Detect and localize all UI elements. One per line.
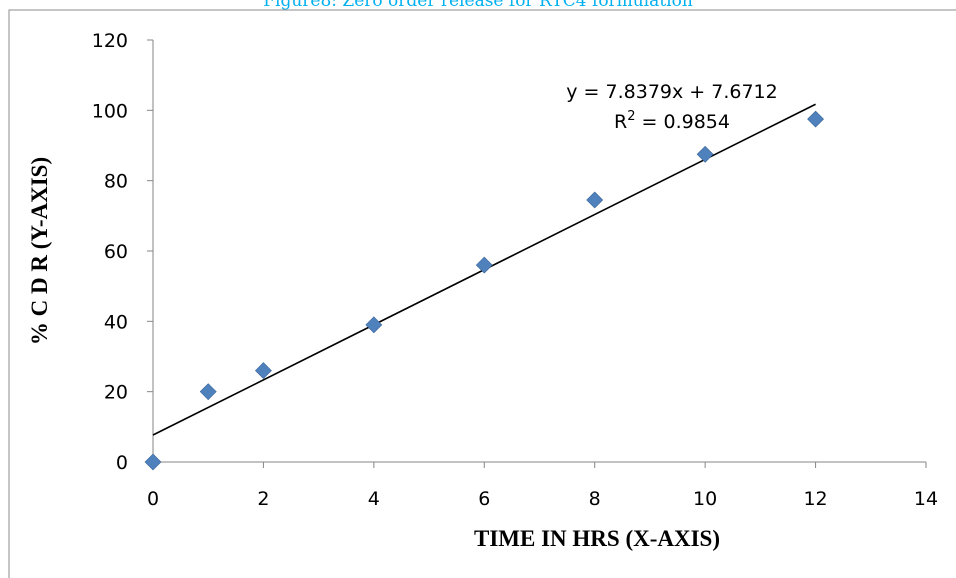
x-axis-title: TIME IN HRS (X-AXIS) bbox=[474, 526, 720, 551]
y-tick-label: 20 bbox=[104, 382, 128, 404]
data-point bbox=[199, 383, 217, 401]
x-tick-label: 4 bbox=[368, 488, 380, 510]
x-tick-label: 10 bbox=[693, 488, 717, 510]
y-tick-label: 0 bbox=[116, 452, 128, 474]
y-axis-ticks: 0 20 40 60 80 100 120 bbox=[92, 30, 153, 474]
data-point bbox=[807, 110, 824, 128]
data-point bbox=[144, 453, 162, 471]
data-points bbox=[144, 110, 824, 471]
x-tick-label: 0 bbox=[147, 488, 159, 510]
x-tick-label: 2 bbox=[257, 488, 269, 510]
y-tick-label: 60 bbox=[104, 241, 128, 263]
y-tick-label: 100 bbox=[92, 100, 128, 122]
r-squared-superscript: 2 bbox=[627, 109, 635, 124]
data-point bbox=[365, 316, 383, 334]
x-tick-label: 6 bbox=[478, 488, 490, 510]
y-tick-label: 120 bbox=[92, 30, 128, 52]
data-point bbox=[255, 362, 272, 379]
trendline-equation: y = 7.8379x + 7.6712 bbox=[566, 81, 777, 103]
data-point bbox=[475, 256, 493, 274]
x-tick-label: 12 bbox=[803, 488, 827, 510]
chart-title: Figure8: Zero order release for RTC4 for… bbox=[263, 0, 693, 11]
y-axis-title: % C D R (Y-AXIS) bbox=[27, 157, 52, 345]
y-tick-label: 80 bbox=[104, 171, 128, 193]
y-tick-label: 40 bbox=[104, 311, 128, 333]
x-tick-label: 8 bbox=[589, 488, 601, 510]
data-point bbox=[586, 191, 604, 209]
x-tick-label: 14 bbox=[914, 488, 938, 510]
r-squared-value: = 0.9854 bbox=[636, 111, 730, 133]
data-point bbox=[696, 145, 714, 163]
r-squared-label: R2 = 0.9854 bbox=[614, 109, 730, 133]
r-squared-prefix: R bbox=[614, 111, 627, 133]
chart-frame bbox=[8, 9, 956, 578]
